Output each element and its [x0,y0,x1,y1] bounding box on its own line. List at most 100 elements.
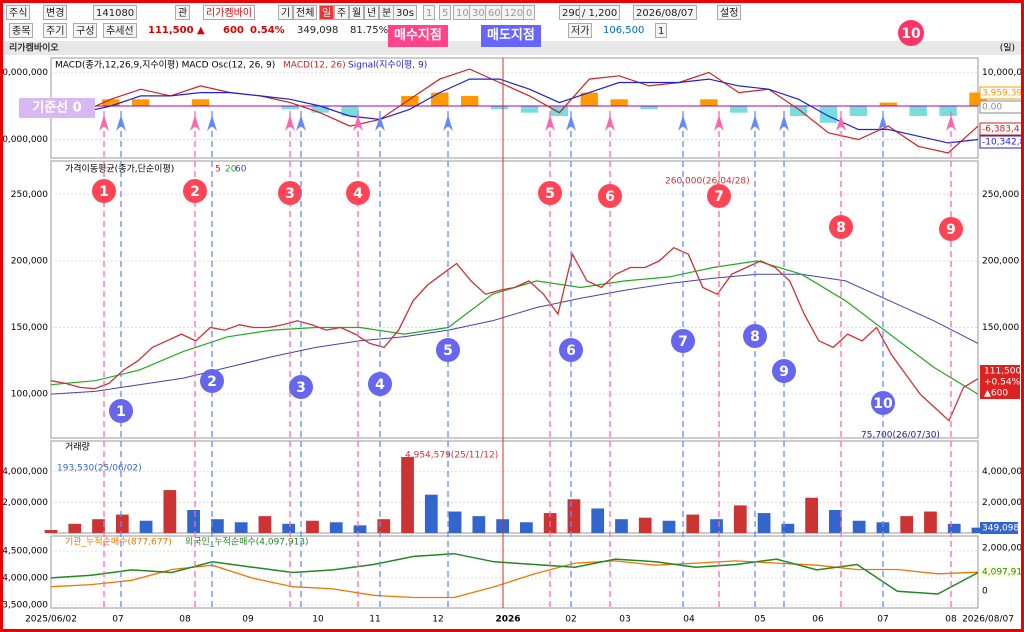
volume-bar [139,520,153,533]
toolbar-button[interactable]: 리가켐바이 [203,5,255,20]
toolbar-button[interactable]: / 1,200 [579,5,621,20]
volume-bar [638,517,652,533]
volume-bar [115,514,129,533]
marker-arrow [190,115,200,131]
y-tick-label: 200,000 [982,256,1019,266]
quote-field[interactable]: 1 [655,23,668,38]
toolbar-button[interactable]: 5 [439,5,452,20]
y-tick-label: 4,000,000 [982,467,1021,477]
toolbar-button[interactable]: 기 [278,5,294,20]
toolbar-button[interactable]: 120 [501,5,527,20]
volume-bar [187,510,200,533]
y-tick-label: 10,000,000 [3,68,48,78]
marker-circle [772,359,796,383]
last-investor: 4,097,918 [982,568,1021,578]
marker-number: 10 [873,396,893,412]
osc-bar [132,99,150,106]
foreign-line [50,552,979,595]
toolbar-button[interactable]: 월 [349,5,365,20]
value-box [979,100,1021,114]
marker-arrow [714,115,724,131]
sell-tag: 매도지점 [481,25,541,47]
toolbar-button[interactable]: 1 [423,5,436,20]
toolbar-button[interactable]: 주기 [43,23,68,38]
marker-number: 5 [443,343,453,359]
volume-bar [353,525,367,533]
volume-bar [44,530,58,533]
marker-circle [598,184,622,208]
toolbar-button[interactable]: 0 [523,5,536,20]
toolbar-button[interactable]: 종목 [9,23,34,38]
toolbar-button[interactable]: 년 [364,5,380,20]
baseline-label: 기준선 0 [32,100,81,116]
marker-number: 8 [836,220,846,236]
osc-bar [460,95,479,106]
top-marker: 10 [901,26,921,42]
volume-label: 거래량 [65,441,90,453]
toolbar-button[interactable]: 30s [393,5,417,20]
osc-bar [939,105,957,117]
marker-circle [278,181,302,205]
high-note: 260,000(26/04/28) [665,177,750,187]
panel-frame [50,440,979,534]
last-price: 111,500 [984,367,1021,377]
marker-circle [743,324,767,348]
volume-bar [829,510,842,533]
toolbar-button[interactable]: 추세선 [103,23,137,38]
macd-name: MACD(12, 26) [283,61,346,71]
y-tick-label: 150,000 [11,323,48,333]
marker-arrow [353,115,363,131]
toolbar-button[interactable]: 분 [379,5,395,20]
volume-bar [377,519,391,533]
toolbar-button[interactable]: 주식 [6,5,31,20]
osc-bar [102,99,120,106]
volume-bar [686,514,700,533]
marker-arrow [99,115,109,131]
toolbar-button[interactable]: 일 [319,5,335,20]
signal-line [51,78,979,144]
x-tick-label: 07 [877,615,888,625]
y-tick-label: 250,000 [982,190,1019,200]
marker-number: 2 [190,184,200,200]
volume-bar [401,457,414,533]
volume-bar [329,522,343,533]
marker-number: 3 [285,186,295,202]
volume-bar [520,522,533,533]
osc-bar [730,105,748,113]
marker-circle [538,181,562,205]
toolbar-button[interactable]: 관 [175,5,191,20]
toolbar-button[interactable]: 2026/08/07 [633,5,697,20]
osc-bar [789,105,808,117]
y-tick-label: 3,500,000 [3,600,48,610]
marker-number: 8 [750,329,760,345]
osc-bar [909,105,927,117]
volume-bar [781,523,795,533]
volume-bar [876,522,890,533]
toolbar-button[interactable]: 주 [334,5,350,20]
marker-circle [559,338,583,362]
volume-bar [710,519,723,533]
right-value: -10,342,80 [982,138,1021,148]
toolbar-button[interactable]: 구성 [73,23,98,38]
top-marker-bg [898,20,924,46]
marker-circle [289,375,313,399]
marker-arrow [836,115,846,131]
volume-bar [900,516,914,533]
ma20-line [50,260,979,395]
osc-bar [401,95,419,106]
toolbar-button[interactable]: 변경 [43,5,68,20]
osc-bar [281,105,299,110]
marker-arrow [779,115,789,131]
marker-number: 6 [605,189,615,205]
volume-bar [805,497,818,533]
toolbar-button[interactable]: 설정 [717,5,742,20]
toolbar-button[interactable]: 141080 [93,5,138,20]
signal-name: Signal(지수이평, 9) [348,60,427,71]
marker-number: 4 [375,377,385,393]
quote-field: 349,098 [297,25,339,36]
volume-bar [163,490,177,533]
quote-field: 106,500 [603,25,645,36]
x-tick-label: 2026 [495,615,520,625]
toolbar-button[interactable]: 전체 [293,5,318,20]
right-value: -6,383,41 [982,125,1021,135]
